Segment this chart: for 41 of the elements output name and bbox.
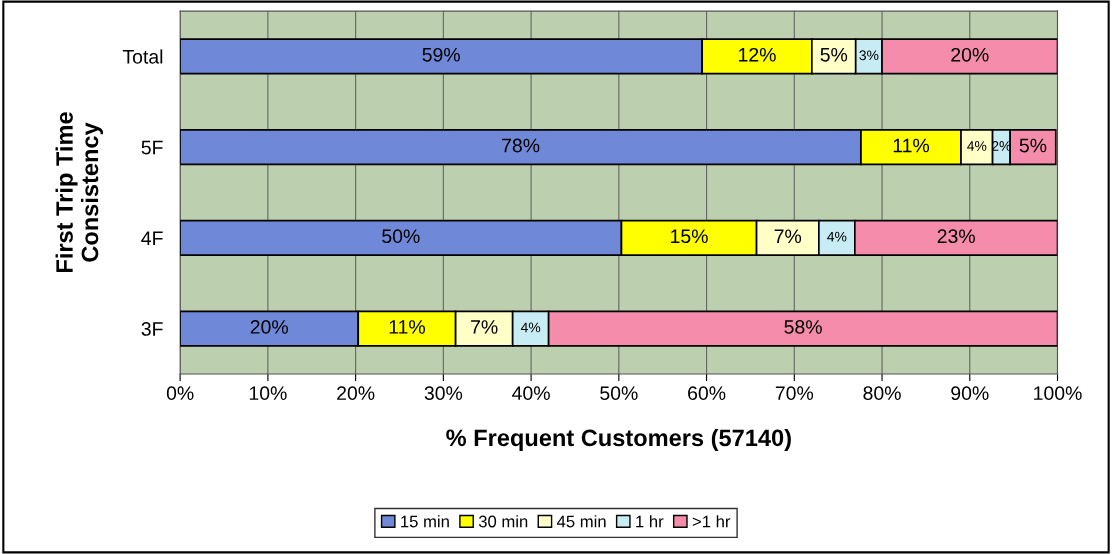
data-label: 59% [422, 47, 460, 62]
x-tick-label: 40% [512, 386, 550, 401]
data-label: 11% [893, 138, 930, 153]
x-tick-label: 60% [688, 386, 726, 401]
x-tick-label: 50% [600, 386, 638, 401]
legend-label: 1 hr [636, 515, 664, 528]
y-tick-label: 4F [141, 231, 163, 245]
data-label: 58% [784, 320, 822, 334]
legend-label: 45 min [556, 515, 606, 528]
x-tick-label: 30% [424, 386, 463, 401]
y-tick-label: Total [122, 49, 163, 64]
data-label: 20% [250, 320, 288, 334]
data-label: 12% [739, 47, 776, 62]
y-tick-label: 5F [141, 140, 163, 155]
x-tick-label: 20% [337, 386, 375, 401]
data-label: 7% [471, 320, 498, 334]
legend-label: >1 hr [692, 515, 731, 528]
x-tick-label: 80% [863, 386, 901, 401]
data-label: 15% [671, 229, 708, 244]
x-tick-label: 70% [775, 386, 814, 401]
y-axis-title: First Trip Time Consistency [55, 112, 103, 273]
x-axis-title: % Frequent Customers (57140) [446, 428, 791, 451]
x-tick-label: 0% [166, 386, 194, 401]
data-label: 4% [967, 141, 987, 151]
data-label: 4% [827, 231, 847, 242]
x-tick-label: 100% [1034, 386, 1082, 401]
y-tick-label: 3F [141, 322, 163, 336]
x-tick-label: 10% [249, 386, 287, 401]
data-label: 4% [520, 322, 541, 333]
data-label: 5% [820, 47, 848, 62]
data-label: 23% [937, 229, 975, 244]
legend-label: 30 min [478, 515, 528, 528]
data-label: 5% [1019, 138, 1047, 153]
data-label: 50% [382, 229, 420, 244]
data-label: 20% [951, 47, 989, 62]
legend-label: 15 min [401, 515, 449, 528]
data-label: 7% [774, 229, 802, 244]
data-label: 3% [859, 50, 879, 61]
data-label: 11% [389, 320, 425, 334]
x-tick-label: 90% [951, 386, 989, 401]
data-label: 78% [502, 138, 540, 153]
